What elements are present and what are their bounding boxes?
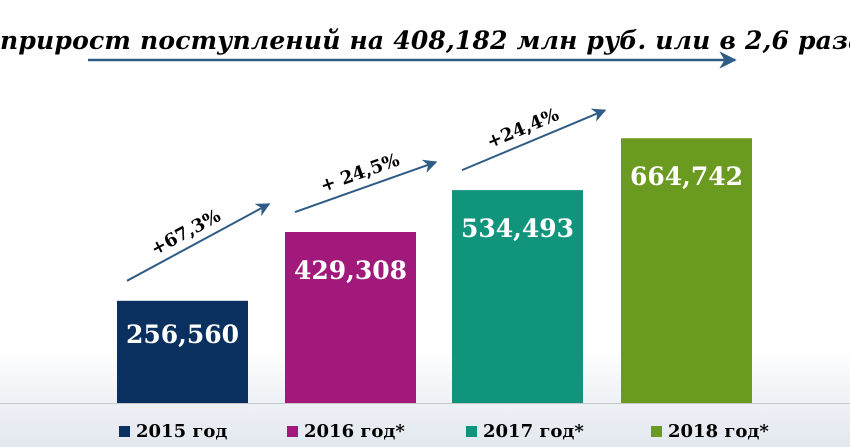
legend-swatch — [287, 426, 298, 437]
legend-label: 2018 год* — [668, 421, 769, 442]
legend-swatch — [119, 426, 130, 437]
growth-arrow — [294, 159, 438, 213]
bar-value-label: 534,493 — [461, 214, 574, 243]
legend-label: 2015 год — [136, 421, 227, 442]
legend-label: 2017 год* — [483, 421, 584, 442]
bar-2015 — [117, 300, 248, 403]
legend-swatch — [651, 426, 662, 437]
bar-2018 — [621, 138, 752, 403]
bar-value-label: 429,308 — [294, 256, 407, 285]
bar-value-label: 664,742 — [630, 162, 743, 191]
growth-label: +67,3% — [147, 205, 224, 260]
growth-arrow — [461, 108, 607, 172]
bar-value-label: 256,560 — [126, 320, 239, 349]
growth-arrow — [126, 203, 271, 282]
legend-label: 2016 год* — [304, 421, 405, 442]
growth-label: +24,4% — [484, 104, 562, 153]
bar-2016 — [285, 232, 416, 403]
legend-swatch — [466, 426, 477, 437]
slide-headline: прирост поступлений на 408,182 млн руб. … — [0, 26, 850, 55]
bar-2017 — [452, 190, 583, 403]
